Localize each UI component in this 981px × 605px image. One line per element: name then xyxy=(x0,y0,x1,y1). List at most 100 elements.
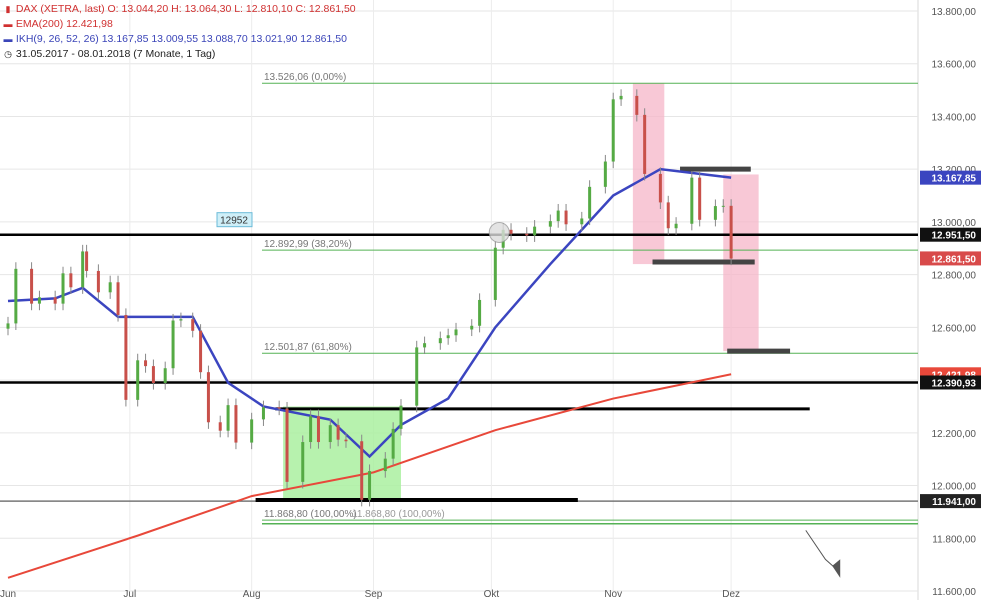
candle-body xyxy=(37,297,41,304)
candle-body xyxy=(493,247,497,300)
x-tick-label: Jul xyxy=(123,589,136,600)
candle-body xyxy=(206,372,210,423)
legend-instrument-text: DAX (XETRA, last) O: 13.044,20 H: 13.064… xyxy=(15,3,356,15)
fib-level-label: 13.526,06 (0,00%) xyxy=(264,72,346,83)
candle-body xyxy=(713,206,717,220)
price-tag-label: 12.861,50 xyxy=(932,254,977,265)
candle-body xyxy=(14,268,18,324)
arrow-down-icon xyxy=(805,530,838,571)
candle-body xyxy=(729,205,733,259)
candle-body xyxy=(564,210,568,225)
candle-body xyxy=(611,99,615,162)
candle-body xyxy=(423,343,427,348)
candle-body xyxy=(30,268,34,304)
y-tick-label: 12.600,00 xyxy=(932,323,977,334)
arrowhead-icon xyxy=(832,559,841,578)
candle-body xyxy=(415,347,419,406)
candle-body xyxy=(226,405,230,431)
circle-marker xyxy=(488,221,510,243)
candle-body xyxy=(144,360,148,367)
price-tag xyxy=(920,227,981,242)
candle-body xyxy=(301,442,305,482)
candle-body xyxy=(674,223,678,229)
price-tag-label: 11.941,00 xyxy=(932,497,976,508)
candle-body xyxy=(399,405,403,429)
fib-level-label: 12.892,99 (38,20%) xyxy=(264,239,352,250)
line-icon: ▬ xyxy=(3,34,13,44)
candle-body xyxy=(635,95,639,115)
legend-ema: ▬ EMA(200) 12.421,98 xyxy=(3,17,356,32)
candle-body xyxy=(163,368,167,383)
candle-body xyxy=(509,229,513,234)
y-tick-label: 13.800,00 xyxy=(932,7,977,18)
candle-body xyxy=(438,338,442,344)
note-box-label: 12952 xyxy=(220,216,248,227)
candle-body xyxy=(556,210,560,222)
price-tag xyxy=(920,375,981,390)
x-tick-label: Dez xyxy=(722,589,740,600)
candle-body xyxy=(81,251,85,288)
legend-ikh: ▬ IKH(9, 26, 52, 26) 13.167,85 13.009,55… xyxy=(3,32,356,47)
legend-range: ◷ 31.05.2017 - 08.01.2018 (7 Monate, 1 T… xyxy=(3,47,356,62)
price-tag-label: 13.167,85 xyxy=(932,174,977,185)
candle-body xyxy=(69,273,73,288)
legend-range-text: 31.05.2017 - 08.01.2018 (7 Monate, 1 Tag… xyxy=(15,48,216,60)
candle-body xyxy=(85,251,89,271)
candle-body xyxy=(309,416,313,443)
y-tick-label: 13.600,00 xyxy=(932,60,977,71)
candle-body xyxy=(316,416,320,443)
fib-overlap-label: 11.868,80 (100,00%) xyxy=(352,509,445,520)
note-box xyxy=(216,212,253,228)
chart-legend: ▮ DAX (XETRA, last) O: 13.044,20 H: 13.0… xyxy=(3,2,356,62)
candle-body xyxy=(191,319,195,331)
x-tick-label: Sep xyxy=(365,589,383,600)
candle-body xyxy=(368,471,372,500)
candle-body xyxy=(61,273,65,304)
candle-body xyxy=(6,323,10,329)
candle-body xyxy=(116,282,120,315)
candle-body xyxy=(360,441,364,500)
candle-body xyxy=(285,408,289,482)
candle-icon: ▮ xyxy=(5,4,11,14)
y-tick-label: 11.600,00 xyxy=(932,587,976,598)
candle-body xyxy=(721,205,725,207)
clock-icon: ◷ xyxy=(4,49,12,59)
candle-body xyxy=(666,202,670,229)
candle-body xyxy=(53,297,57,304)
candle-body xyxy=(234,405,238,443)
candle-body xyxy=(383,458,387,472)
candle-body xyxy=(548,221,552,227)
candle-body xyxy=(277,407,281,409)
candle-body xyxy=(336,425,340,440)
candle-body xyxy=(619,95,623,100)
x-tick-label: Jun xyxy=(0,589,16,600)
candle-body xyxy=(261,407,265,420)
candle-body xyxy=(124,314,128,400)
legend-instrument: ▮ DAX (XETRA, last) O: 13.044,20 H: 13.0… xyxy=(3,2,356,17)
candle-body xyxy=(344,439,348,442)
candle-body xyxy=(250,419,254,443)
y-tick-label: 12.000,00 xyxy=(932,482,977,493)
price-tag xyxy=(920,494,981,509)
candle-body xyxy=(171,320,175,369)
candle-body xyxy=(108,282,112,293)
y-tick-label: 12.200,00 xyxy=(932,429,977,440)
candle-body xyxy=(151,366,155,383)
y-tick-label: 12.800,00 xyxy=(932,271,977,282)
candle-body xyxy=(454,329,458,336)
candle-body xyxy=(525,233,529,236)
candle-body xyxy=(533,226,537,236)
x-tick-label: Aug xyxy=(243,589,261,600)
candle-body xyxy=(179,319,183,321)
candle-body xyxy=(96,270,100,293)
candle-body xyxy=(478,299,482,326)
candle-body xyxy=(391,428,395,459)
candle-body xyxy=(446,335,450,339)
price-tag xyxy=(920,251,981,266)
line-icon: ▬ xyxy=(3,19,13,29)
candle-body xyxy=(643,114,647,174)
candle-body xyxy=(603,161,607,187)
candle-body xyxy=(698,177,702,220)
